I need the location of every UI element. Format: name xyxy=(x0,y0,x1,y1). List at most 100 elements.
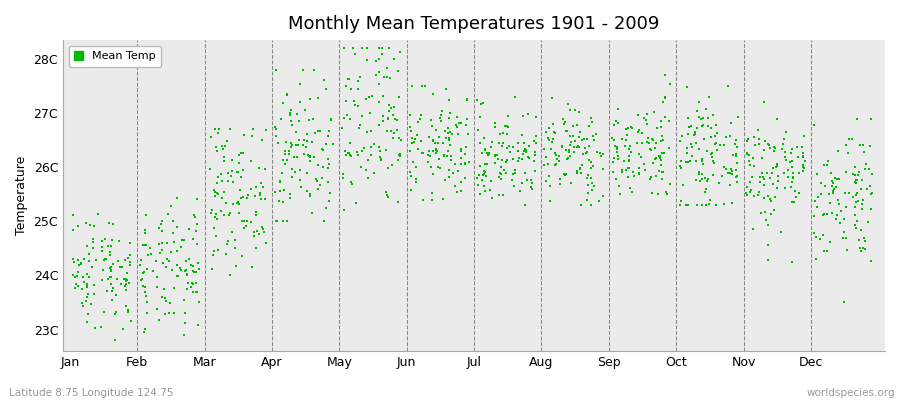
Point xyxy=(239,217,254,224)
Point xyxy=(72,262,86,268)
Point xyxy=(845,136,859,142)
Point xyxy=(324,117,338,123)
Point xyxy=(353,122,367,128)
Point xyxy=(219,251,233,257)
Point xyxy=(482,150,497,156)
Point xyxy=(703,197,717,204)
Point xyxy=(760,242,775,248)
Point xyxy=(634,154,648,160)
Point xyxy=(477,170,491,177)
Point xyxy=(375,45,390,52)
Point xyxy=(275,100,290,106)
Point xyxy=(338,151,353,158)
Point xyxy=(752,136,766,142)
Point xyxy=(688,158,703,164)
Point xyxy=(478,146,492,152)
Point xyxy=(553,153,567,159)
Point xyxy=(190,289,204,295)
Point xyxy=(485,138,500,145)
Point xyxy=(436,140,450,146)
Point xyxy=(210,216,224,222)
Point xyxy=(118,282,132,289)
Point xyxy=(653,138,668,145)
Point xyxy=(848,172,862,178)
Point xyxy=(692,171,706,178)
Point xyxy=(609,175,624,182)
Point xyxy=(832,175,846,182)
Point xyxy=(215,146,230,152)
Point xyxy=(787,198,801,205)
Point xyxy=(171,273,185,279)
Point xyxy=(696,115,710,121)
Point xyxy=(158,311,172,318)
Point xyxy=(387,104,401,110)
Point xyxy=(302,95,317,102)
Point xyxy=(66,256,80,262)
Point xyxy=(813,236,827,242)
Point xyxy=(160,211,175,217)
Point xyxy=(81,291,95,297)
Point xyxy=(616,157,631,164)
Point xyxy=(244,186,258,192)
Point xyxy=(321,128,336,134)
Point xyxy=(842,190,856,196)
Point xyxy=(382,102,397,108)
Point xyxy=(177,236,192,243)
Point xyxy=(244,133,258,140)
Point xyxy=(857,149,871,156)
Point xyxy=(392,135,406,142)
Point xyxy=(680,84,694,90)
Point xyxy=(372,80,386,87)
Point xyxy=(253,191,267,198)
Point xyxy=(137,269,151,276)
Point xyxy=(685,143,699,150)
Point xyxy=(498,123,512,130)
Point xyxy=(760,257,775,263)
Point xyxy=(626,188,640,195)
Point xyxy=(410,179,424,186)
Point xyxy=(716,200,731,207)
Point xyxy=(537,162,552,168)
Point xyxy=(383,105,398,112)
Point xyxy=(344,86,358,92)
Point xyxy=(208,214,222,220)
Point xyxy=(644,147,658,154)
Point xyxy=(560,156,574,162)
Point xyxy=(235,253,249,259)
Point xyxy=(425,196,439,203)
Point xyxy=(185,288,200,295)
Point xyxy=(632,170,646,176)
Point xyxy=(497,167,511,173)
Point xyxy=(182,256,196,262)
Point xyxy=(747,134,761,140)
Point xyxy=(548,161,562,168)
Point xyxy=(698,189,712,195)
Point xyxy=(220,178,235,184)
Point xyxy=(644,174,658,180)
Point xyxy=(351,103,365,110)
Point xyxy=(571,168,585,174)
Point xyxy=(138,230,152,236)
Point xyxy=(572,144,586,150)
Point xyxy=(404,128,419,135)
Point xyxy=(175,244,189,250)
Point xyxy=(436,152,451,159)
Point xyxy=(500,112,515,119)
Point xyxy=(850,198,865,204)
Point xyxy=(190,196,204,202)
Point xyxy=(635,139,650,146)
Point xyxy=(256,184,270,190)
Point xyxy=(537,146,552,152)
Point xyxy=(158,286,172,292)
Point xyxy=(673,162,688,169)
Point xyxy=(729,167,743,174)
Point xyxy=(861,219,876,226)
Point xyxy=(82,251,96,257)
Point xyxy=(94,324,109,330)
Point xyxy=(850,177,864,183)
Point xyxy=(476,100,491,106)
Point xyxy=(268,124,283,130)
Point xyxy=(372,99,386,105)
Point xyxy=(373,147,387,154)
Point xyxy=(233,187,248,194)
